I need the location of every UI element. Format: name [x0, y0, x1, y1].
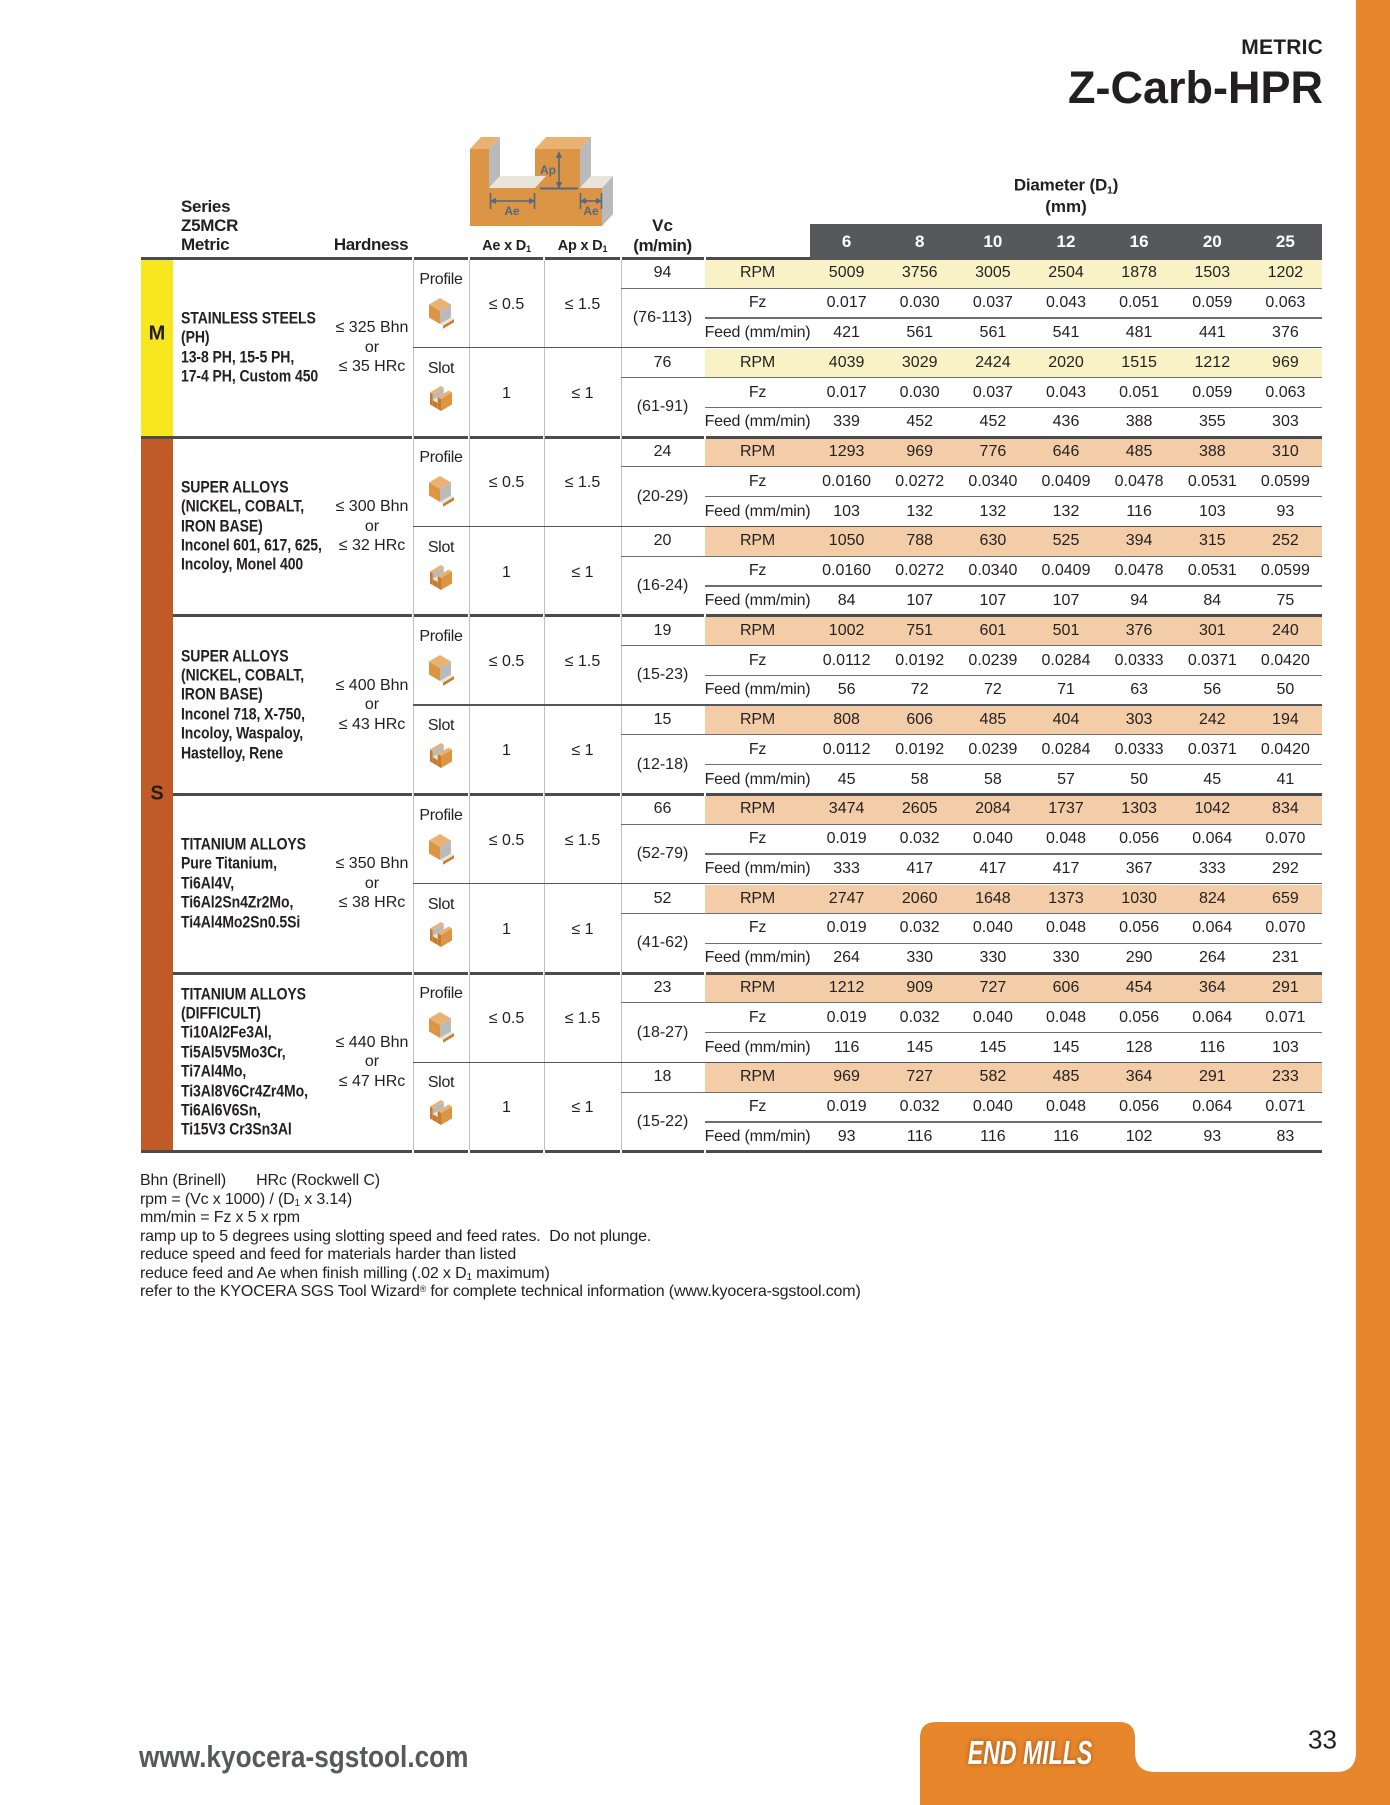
svg-text:Ae: Ae: [504, 204, 520, 218]
svg-text:Ap: Ap: [540, 163, 556, 177]
svg-text:Ae: Ae: [583, 204, 599, 218]
